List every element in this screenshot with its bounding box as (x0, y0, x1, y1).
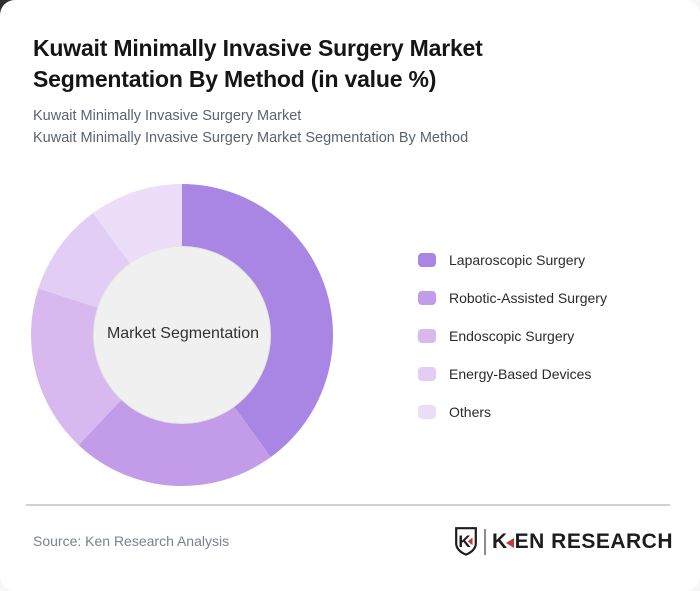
legend-swatch-icon (418, 328, 436, 343)
legend-item-5[interactable]: Others (418, 401, 607, 422)
legend-label: Endoscopic Surgery (449, 327, 575, 344)
chart-subtitle: Kuwait Minimally Invasive Surgery Market… (33, 106, 468, 149)
ken-research-logo: K K EN RESEARCH (454, 527, 673, 556)
shield-red-triangle-icon (467, 537, 473, 546)
legend-item-2[interactable]: Robotic-Assisted Surgery (418, 287, 607, 308)
page-title: Kuwait Minimally Invasive Surgery Market… (33, 35, 483, 92)
legend-item-4[interactable]: Energy-Based Devices (418, 363, 607, 384)
chart-legend: Laparoscopic Surgery Robotic-Assisted Sur… (418, 249, 607, 439)
source-note: Source: Ken Research Analysis (33, 533, 230, 549)
legend-swatch-icon (418, 290, 436, 305)
legend-swatch-icon (418, 366, 436, 381)
donut-center-label: Market Segmentation (106, 325, 260, 342)
donut-chart-svg (31, 184, 334, 487)
legend-swatch-icon (418, 252, 436, 267)
donut-center-circle (93, 246, 271, 424)
legend-label: Laparoscopic Surgery (449, 251, 586, 268)
logo-divider-bar (483, 528, 486, 555)
donut-segment-5[interactable] (93, 184, 182, 264)
donut-segment-1[interactable] (182, 184, 334, 458)
wordmark-rest: EN RESEARCH (514, 529, 673, 553)
donut-segment-3[interactable] (31, 288, 122, 446)
legend-swatch-icon (418, 404, 436, 419)
legend-label: Energy-Based Devices (449, 365, 592, 382)
legend-label: Others (449, 403, 492, 420)
donut-segment-4[interactable] (38, 212, 130, 308)
footer-divider (26, 504, 670, 506)
legend-item-3[interactable]: Endoscopic Surgery (418, 325, 607, 346)
legend-label: Robotic-Assisted Surgery (449, 289, 607, 306)
shield-letter: K (458, 532, 471, 551)
wordmark-k: K (491, 529, 508, 553)
donut-segment-2[interactable] (78, 399, 271, 487)
red-triangle-icon (505, 537, 514, 548)
ken-research-shield-icon: K (455, 527, 477, 556)
subtitle-line-2: Kuwait Minimally Invasive Surgery Market… (33, 129, 469, 146)
donut-chart (27, 180, 337, 490)
legend-item-1[interactable]: Laparoscopic Surgery (418, 249, 607, 270)
subtitle-line-1: Kuwait Minimally Invasive Surgery Market (33, 108, 302, 124)
ken-research-wordmark: K EN RESEARCH (492, 530, 673, 554)
